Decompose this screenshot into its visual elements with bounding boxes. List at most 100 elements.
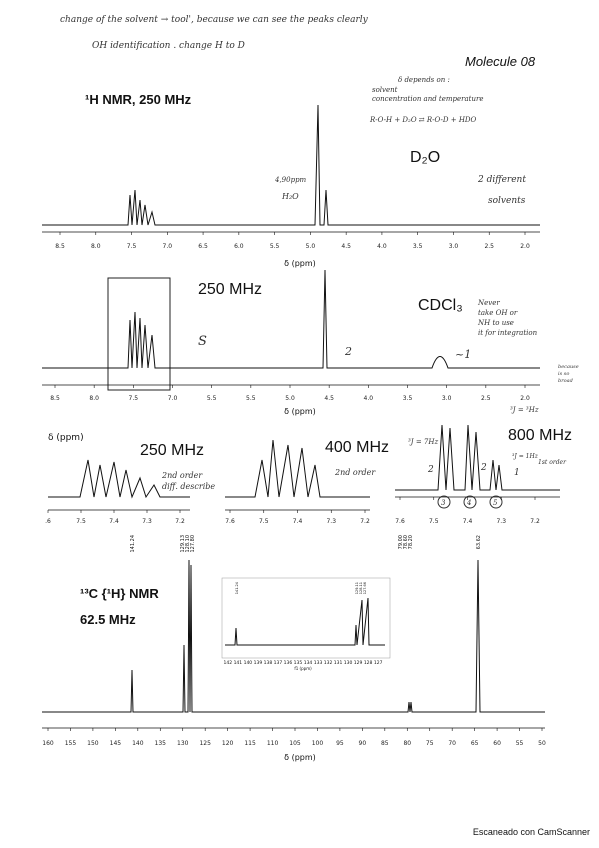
- tick-label: 7.5: [259, 518, 269, 525]
- peak-label: 128.11: [359, 582, 363, 594]
- title: ¹H NMR, 250 MHz: [85, 92, 192, 107]
- note: concentration and temperature: [372, 95, 483, 103]
- spectrum: [42, 269, 540, 369]
- tick-label: 4.5: [324, 395, 334, 402]
- note: 2nd order: [161, 471, 203, 480]
- tick-label: 155: [65, 740, 77, 747]
- field: 400 MHz: [325, 439, 389, 456]
- tick-label: 4.0: [364, 395, 374, 402]
- tick-label: 145: [110, 740, 122, 747]
- note: it for integration: [478, 329, 538, 337]
- tick-label: 7.6: [395, 518, 405, 525]
- tick-label: 8.5: [55, 243, 65, 250]
- peak-labels: 141.24 129.13 128.10 127.80 79.00 78.60 78.20 6…: [130, 535, 482, 594]
- note: 2: [427, 465, 434, 475]
- note: because: [558, 364, 579, 370]
- tick-label: 70: [448, 740, 456, 747]
- peak-label: 127.66: [363, 582, 367, 594]
- spectrum: [42, 104, 540, 226]
- tick-label: 65: [471, 740, 479, 747]
- tick-label: 7.4: [109, 518, 119, 525]
- tick-label: 85: [381, 740, 389, 747]
- tick-label: 2.0: [520, 243, 530, 250]
- tick-label: 3.0: [449, 243, 459, 250]
- tick-label: 4.0: [377, 243, 387, 250]
- note: 1: [514, 468, 520, 478]
- note: broad: [558, 378, 573, 384]
- note: H₂O: [281, 192, 299, 201]
- note: 2: [344, 345, 352, 358]
- note: change of the solvent → tool', because w…: [60, 15, 369, 25]
- note: 2 different: [477, 175, 526, 185]
- note: take OH or: [478, 309, 518, 317]
- circle: [463, 495, 477, 509]
- tick-label: 2.0: [520, 395, 530, 402]
- tick-label: 135: [155, 740, 167, 747]
- note: solvents: [488, 196, 526, 206]
- tick-label: 6.5: [198, 243, 208, 250]
- tick-label: 5.5: [207, 395, 217, 402]
- spectrum: [42, 559, 545, 713]
- spectrum: [225, 439, 370, 498]
- peak-label: 63.62: [476, 535, 482, 549]
- note: NH to use: [477, 319, 514, 327]
- note: OH identification . change H to D: [92, 41, 245, 51]
- solvent: D₂O: [410, 149, 440, 166]
- molecule: Molecule 08: [465, 54, 536, 69]
- axis-label: δ (ppm): [284, 407, 316, 416]
- note: 2: [480, 463, 487, 473]
- tick-label: 105: [289, 740, 301, 747]
- tick-label: 7.3: [142, 518, 152, 525]
- tick-label: 7.0: [168, 395, 178, 402]
- tick-label: 90: [359, 740, 367, 747]
- field: 250 MHz: [140, 442, 204, 459]
- tick-label: 7.5: [429, 518, 439, 525]
- tick-label: 2.5: [484, 243, 494, 250]
- tick-label: 5.0: [306, 243, 316, 250]
- tick-label: 3.5: [413, 243, 423, 250]
- axis-label: δ (ppm): [284, 753, 316, 762]
- peak-label: 129.11: [355, 582, 359, 594]
- field: 62.5 MHz: [80, 612, 136, 627]
- tick-label: 150: [87, 740, 99, 747]
- spectrum: [48, 459, 190, 499]
- note: 4: [466, 499, 471, 507]
- note: 4,90ppm: [274, 176, 307, 184]
- tick-label: 7.5: [127, 243, 137, 250]
- tick-label: 80: [403, 740, 411, 747]
- note: Never: [477, 299, 500, 307]
- peak-label: 127.80: [190, 535, 196, 553]
- note: δ depends on :: [398, 76, 450, 84]
- tick-label: 7.4: [463, 518, 473, 525]
- inset-axis-label: f1 (ppm): [294, 666, 312, 671]
- note: ~1: [455, 348, 471, 361]
- tick-label: 8.0: [89, 395, 99, 402]
- tick-label: 130: [177, 740, 189, 747]
- tick-label: 60: [493, 740, 501, 747]
- note: S: [198, 334, 207, 349]
- note: ³J = 7Hz: [408, 438, 438, 446]
- note: ³J = ³Hz: [510, 406, 539, 414]
- peak-label: 141.24: [130, 535, 136, 553]
- peak-label: 128.10: [185, 535, 191, 553]
- tick-label: 7.3: [326, 518, 336, 525]
- tick-label: 7.6: [225, 518, 235, 525]
- title: ¹³C {¹H} NMR: [80, 586, 159, 601]
- note: 5: [493, 499, 498, 507]
- note: diff. describe: [162, 482, 215, 491]
- tick-label: 5.5: [246, 395, 256, 402]
- inset-spectrum: [225, 597, 385, 646]
- note: solvent: [372, 86, 398, 94]
- axis-label: δ (ppm): [284, 259, 316, 268]
- footer: Escaneado con CamScanner: [473, 827, 590, 837]
- peak-label: 79.00: [398, 535, 404, 549]
- tick-label: 7.2: [360, 518, 370, 525]
- tick-label: 3.0: [442, 395, 452, 402]
- peak-label: 129.13: [180, 535, 186, 553]
- note: R-O-H + D₂O ⇄ R-O-D + HDO: [369, 116, 477, 124]
- tick-label: 7.2: [175, 518, 185, 525]
- tick-label: 140: [132, 740, 144, 747]
- spectrum: [395, 424, 560, 491]
